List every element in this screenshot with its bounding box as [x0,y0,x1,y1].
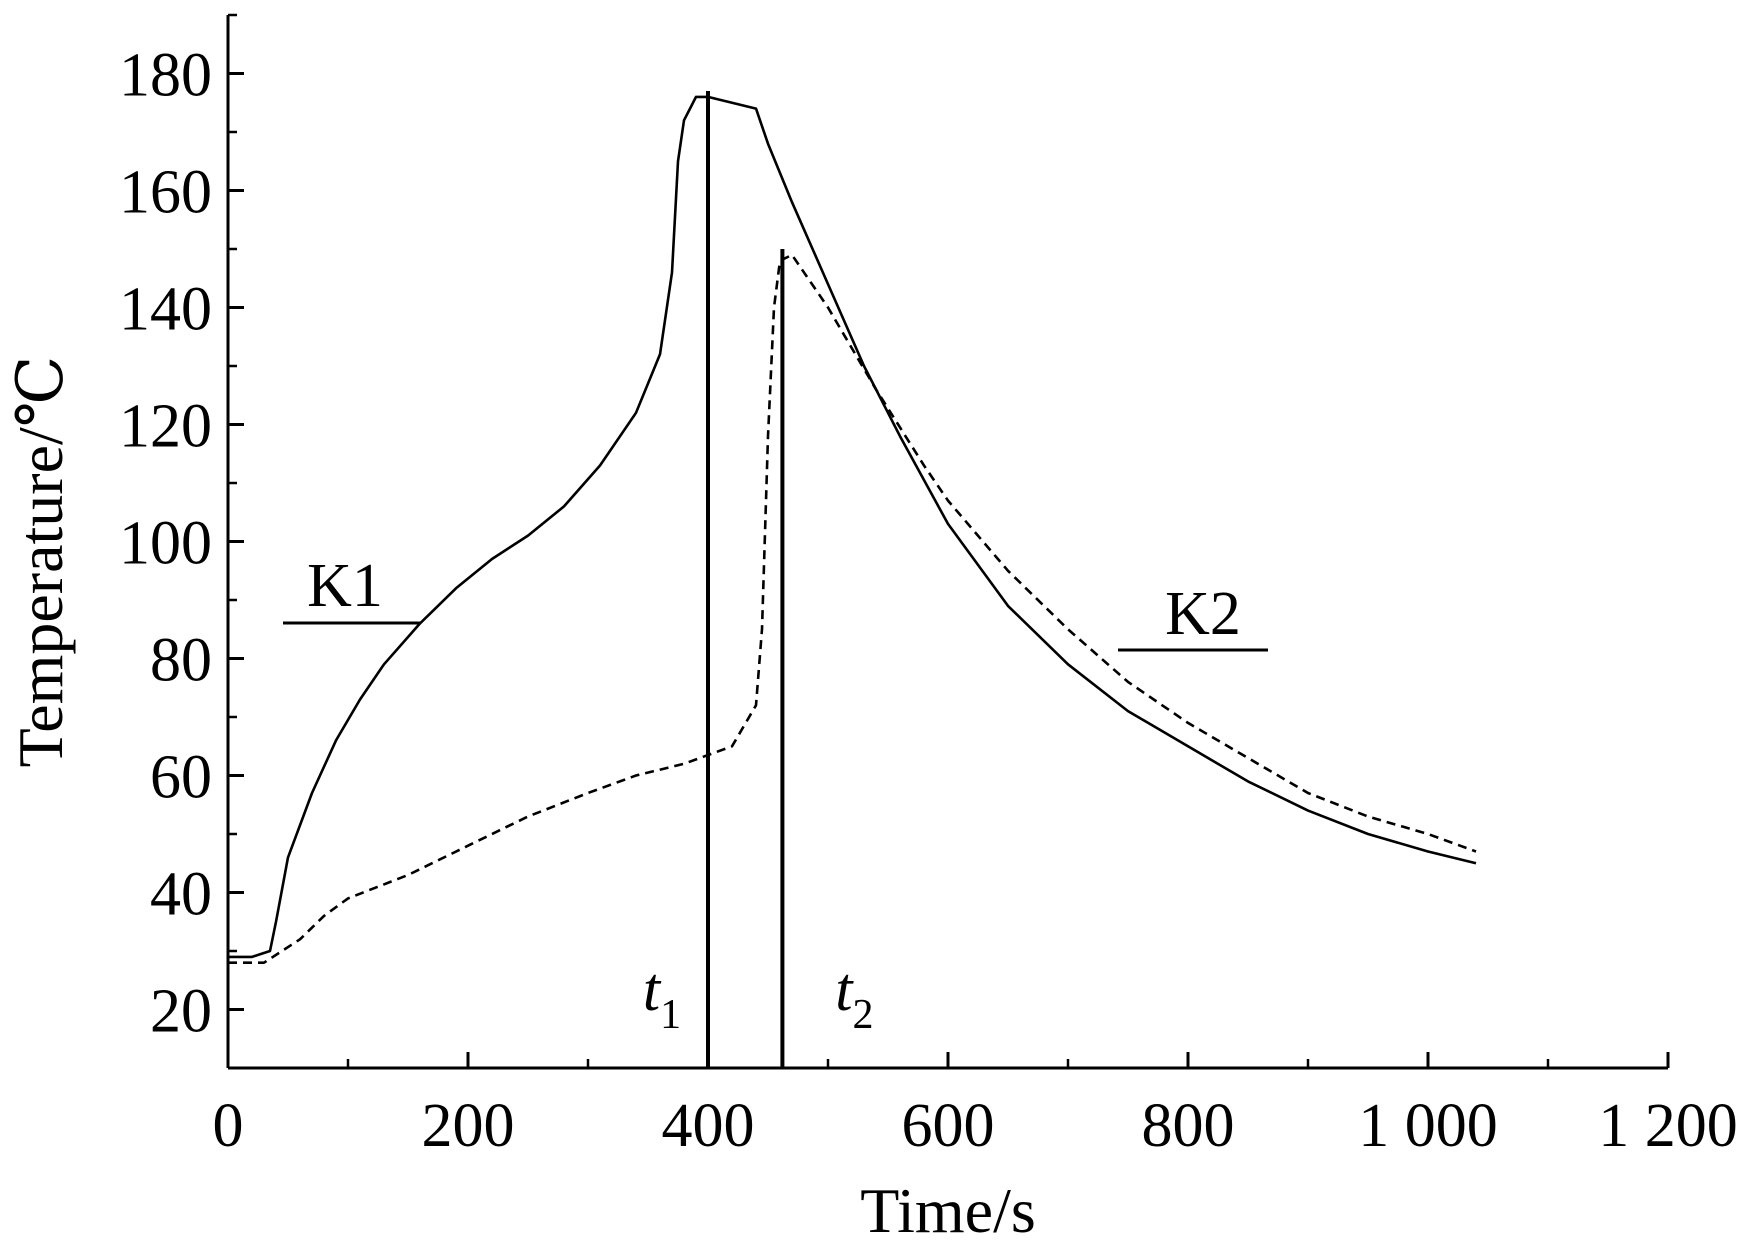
series-layer [228,95,1477,965]
y-tick-label: 180 [119,42,212,110]
y-tick-label: 80 [150,627,212,695]
y-tick-label: 160 [119,159,212,227]
y-tick-label: 140 [119,276,212,344]
y-tick-label: 40 [150,861,212,929]
vline-label-t2: t2 [835,956,873,1038]
annotation-k2: K2 [1165,580,1241,648]
y-tick-label: 100 [119,510,212,578]
y-tick-label: 20 [150,978,212,1046]
x-tick-label: 800 [1142,1092,1235,1160]
series-line-k1 [228,95,1477,959]
series-line-k2 [228,253,1477,965]
y-axis-title: Temperature/℃ [5,356,76,768]
x-tick-label: 200 [422,1092,515,1160]
vline-layer: t1 t2 [643,91,874,1068]
x-tick-label: 1 200 [1598,1092,1738,1160]
x-tick-label: 400 [662,1092,755,1160]
x-tick-label: 1 000 [1358,1092,1498,1160]
x-axis-title: Time/s [860,1175,1036,1246]
axes: 0 200 400 600 800 1 000 1 200 20 40 60 80 100 120 140… [119,13,1738,1160]
x-tick-label: 0 [213,1092,244,1160]
y-tick-label: 120 [119,393,212,461]
x-tick-label: 600 [902,1092,995,1160]
y-tick-label: 60 [150,744,212,812]
vline-label-t1: t1 [643,956,681,1038]
annotation-k1: K1 [307,552,383,620]
annotation-layer: K1 K2 [283,552,1268,652]
